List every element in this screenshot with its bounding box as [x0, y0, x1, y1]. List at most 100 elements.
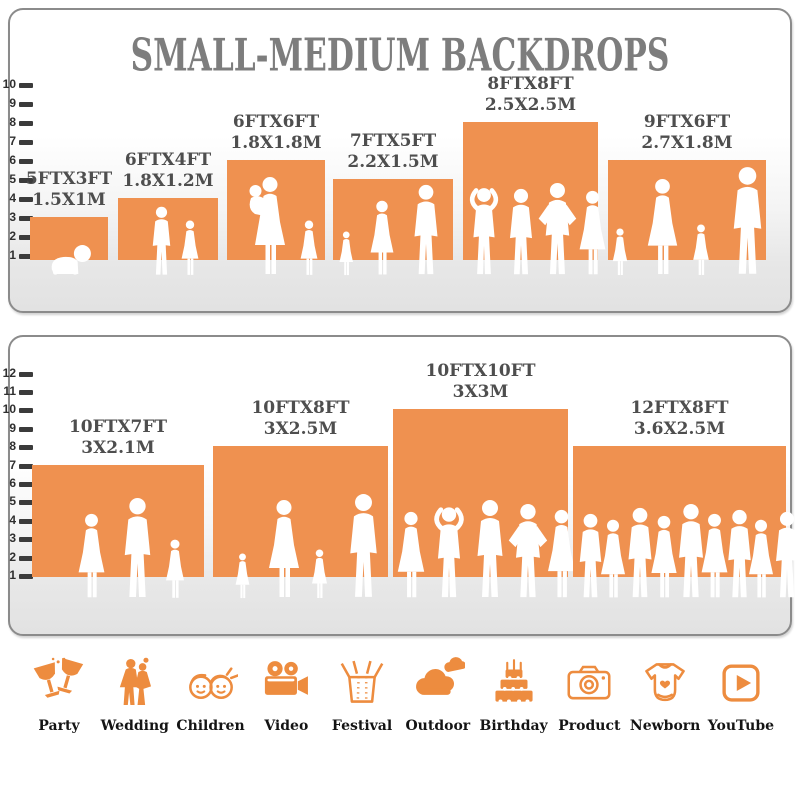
- category-label: Product: [558, 718, 621, 734]
- tick-label: 7: [9, 457, 16, 472]
- people-silhouettes: [339, 184, 438, 276]
- tick-label: 10: [2, 402, 16, 417]
- category-label: Outdoor: [405, 718, 471, 734]
- category-newborn: Newborn: [629, 656, 701, 734]
- festival-icon: [340, 660, 384, 703]
- category-label: YouTube: [707, 718, 775, 734]
- tick-label: 1: [9, 248, 16, 262]
- man-hands-on-hips-silhouette: [538, 182, 577, 275]
- tick-label: 6: [9, 476, 16, 490]
- girl-silhouette: [235, 553, 250, 599]
- y-axis-tick: 4: [0, 512, 33, 528]
- man-arms-up-silhouette: [437, 507, 462, 597]
- size-feet: 12FTX8FT: [630, 398, 729, 419]
- girl-silhouette: [181, 220, 199, 275]
- tick-label: 5: [9, 172, 16, 186]
- baby-silhouette: [51, 245, 91, 275]
- category-birthday: Birthday: [479, 656, 548, 734]
- backdrop-bar-5ftx3ft: [30, 217, 108, 260]
- size-meters: 3X3M: [452, 382, 509, 403]
- man-silhouette: [414, 184, 438, 275]
- y-axis-tick: 3: [0, 530, 33, 546]
- tick-mark: [19, 463, 33, 469]
- girl-silhouette: [312, 549, 327, 598]
- tick-mark: [19, 500, 33, 506]
- woman-silhouette: [78, 513, 105, 598]
- tick-label: 8: [9, 439, 16, 454]
- medium-backdrops-panel: 1 2 3 4 5 6 7 8 9 10 11 12 10FTX7FT 3X2.1M 10FTX8FT 3X2…: [3, 335, 798, 636]
- newborn-icon: [645, 663, 685, 702]
- tick-mark: [19, 574, 33, 579]
- people-silhouettes: [235, 494, 377, 599]
- bar-size-label: 8FTX8FT 2.5X2.5M: [485, 74, 576, 116]
- category-outdoor: Outdoor: [405, 656, 471, 734]
- category-video: Video: [253, 656, 319, 734]
- bar-size-label: 5FTX3FT 1.5X1M: [26, 169, 112, 211]
- bar-size-label: 10FTX7FT 3X2.1M: [69, 417, 167, 459]
- y-axis-tick: 4: [0, 190, 33, 206]
- tick-label: 4: [9, 191, 16, 205]
- category-label: Birthday: [479, 718, 548, 734]
- page-title: SMALL-MEDIUM BACKDROPS: [130, 27, 670, 82]
- size-feet: 10FTX8FT: [251, 398, 350, 419]
- size-feet: 10FTX7FT: [68, 416, 168, 437]
- video-icon: [265, 661, 309, 695]
- man-silhouette: [477, 500, 503, 597]
- tick-mark: [19, 445, 33, 451]
- people-silhouettes: [51, 245, 91, 275]
- category-label: Children: [176, 718, 245, 734]
- tick-label: 9: [9, 96, 16, 110]
- tick-mark: [19, 121, 33, 126]
- y-axis-tick: 10: [0, 401, 33, 417]
- tick-mark: [19, 426, 33, 432]
- man-silhouette: [679, 503, 703, 598]
- man-silhouette: [350, 494, 377, 597]
- size-meters: 3.6X2.5M: [633, 419, 726, 440]
- tick-label: 9: [9, 420, 16, 435]
- y-axis-tick: 7: [0, 457, 33, 473]
- y-axis-tick: 6: [0, 152, 33, 168]
- tick-mark: [19, 83, 33, 88]
- woman-silhouette: [651, 515, 677, 598]
- category-label: Newborn: [629, 718, 701, 734]
- tick-label: 2: [9, 549, 16, 564]
- tick-mark: [19, 408, 33, 414]
- y-axis-tick: 12: [0, 365, 33, 381]
- man-silhouette: [510, 188, 532, 275]
- tick-label: 3: [9, 210, 16, 224]
- size-feet: 9FTX6FT: [643, 112, 731, 132]
- y-axis-tick: 9: [0, 95, 33, 111]
- people-silhouettes: [78, 498, 184, 598]
- man-silhouette: [776, 511, 798, 598]
- people-silhouettes: [397, 500, 575, 599]
- y-axis-tick: 8: [0, 438, 33, 454]
- size-feet: 6FTX6FT: [232, 112, 320, 132]
- size-meters: 2.5X2.5M: [484, 95, 577, 115]
- tick-mark: [19, 102, 33, 107]
- man-silhouette: [728, 509, 751, 598]
- people-silhouettes: [579, 503, 798, 598]
- category-label: Festival: [331, 718, 393, 734]
- category-label: Party: [38, 718, 80, 734]
- tick-mark: [19, 390, 33, 395]
- woman-silhouette: [269, 500, 299, 597]
- girl-silhouette: [166, 539, 184, 598]
- size-meters: 3X2.5M: [263, 419, 338, 440]
- woman-silhouette: [647, 178, 678, 275]
- y-axis-tick: 6: [0, 475, 33, 491]
- people-silhouettes: [152, 206, 199, 275]
- tick-label: 12: [2, 365, 16, 380]
- bar-size-label: 9FTX6FT 2.7X1.8M: [641, 112, 732, 154]
- tick-label: 3: [9, 531, 16, 546]
- tick-mark: [19, 482, 33, 487]
- size-feet: 6FTX4FT: [124, 150, 212, 170]
- woman-silhouette: [601, 519, 625, 598]
- size-feet: 10FTX10FT: [425, 361, 536, 382]
- bar-size-label: 10FTX8FT 3X2.5M: [251, 398, 349, 440]
- size-meters: 1.8X1.2M: [122, 171, 214, 191]
- tick-mark: [19, 518, 33, 524]
- y-axis-tick: 2: [0, 228, 33, 244]
- party-icon: [33, 657, 84, 698]
- y-axis-tick: 1: [0, 247, 33, 263]
- people-silhouettes: [451, 182, 606, 276]
